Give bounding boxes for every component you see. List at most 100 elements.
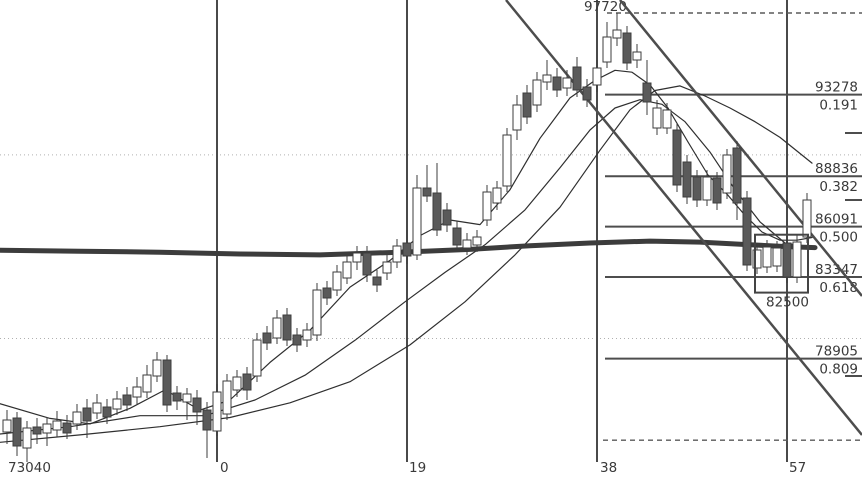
candle xyxy=(762,240,772,273)
candle xyxy=(782,236,792,283)
candle-body-down xyxy=(782,242,792,278)
trendline-lower[interactable] xyxy=(505,0,862,436)
candle-body-up xyxy=(392,245,402,263)
candle xyxy=(472,230,482,252)
fib-ratio-label: 0.618 xyxy=(819,280,858,296)
candle-body-down xyxy=(522,92,532,118)
candle-body-up xyxy=(532,79,542,106)
candle-body-up xyxy=(72,411,82,425)
candle xyxy=(192,390,202,425)
candle xyxy=(462,233,472,255)
candle-body-up xyxy=(252,339,262,377)
candle-body-up xyxy=(212,391,222,432)
candle-body-up xyxy=(722,154,732,194)
candle-body-up xyxy=(272,317,282,339)
support-box[interactable] xyxy=(754,233,809,294)
candle xyxy=(622,26,632,70)
candle-body-down xyxy=(62,422,72,434)
candle xyxy=(742,191,752,271)
candle-body-up xyxy=(412,187,422,256)
candle xyxy=(122,387,132,411)
candle-body-up xyxy=(142,374,152,393)
candle-body-down xyxy=(712,177,722,204)
candle xyxy=(52,411,62,437)
candle xyxy=(772,241,782,272)
candle-body-up xyxy=(802,199,812,238)
support-box-label: 82500 xyxy=(766,295,809,311)
candle xyxy=(152,352,162,382)
ma-slow-line xyxy=(0,85,813,443)
candle xyxy=(652,100,662,135)
peak-price-label: 97720 xyxy=(584,0,627,15)
candle xyxy=(702,170,712,206)
candle xyxy=(342,255,352,284)
candle-body-down xyxy=(692,176,702,201)
candle-body-down xyxy=(432,192,442,231)
x-axis-label: 0 xyxy=(220,460,229,476)
candle-body-up xyxy=(462,239,472,249)
candle-body-up xyxy=(42,423,52,434)
candle xyxy=(42,417,52,446)
candle-body-down xyxy=(402,242,412,257)
candle-body-up xyxy=(472,236,482,246)
candle xyxy=(22,421,32,462)
candle xyxy=(432,163,442,236)
candle xyxy=(372,270,382,292)
candle-body-up xyxy=(792,241,802,278)
candle xyxy=(422,165,432,202)
candle-body-down xyxy=(572,66,582,91)
candle xyxy=(532,72,542,112)
candle-body-up xyxy=(772,247,782,267)
fib-ratio-label: 0.500 xyxy=(819,230,858,246)
ma-thick-line xyxy=(0,238,818,258)
candle-body-up xyxy=(152,359,162,377)
candle-body-up xyxy=(542,74,552,83)
candle xyxy=(692,170,702,207)
candle-body-up xyxy=(612,29,622,39)
candle xyxy=(202,402,212,458)
candle xyxy=(612,13,622,46)
candle xyxy=(502,128,512,192)
candle xyxy=(182,388,192,420)
candle xyxy=(642,60,652,115)
candle xyxy=(292,328,302,352)
candle-body-up xyxy=(762,246,772,268)
candle xyxy=(242,367,252,400)
candle-body-down xyxy=(552,76,562,91)
candle-body-up xyxy=(652,107,662,129)
x-axis-label: 19 xyxy=(409,460,426,476)
candle-body-down xyxy=(372,276,382,286)
candle xyxy=(452,221,462,252)
candle xyxy=(72,404,82,430)
x-axis-label: 73040 xyxy=(8,460,51,476)
candle-body-up xyxy=(332,271,342,291)
candle xyxy=(632,44,642,68)
candle xyxy=(412,175,422,260)
fib-price-label: 88836 xyxy=(815,161,858,177)
candle-body-down xyxy=(12,417,22,447)
candle xyxy=(582,79,592,107)
fib-price-label: 78905 xyxy=(815,344,858,360)
candle xyxy=(212,384,222,436)
candle-body-up xyxy=(52,420,62,431)
fib-ratio-label: 0.382 xyxy=(819,179,858,195)
candle xyxy=(722,149,732,199)
candle-body-up xyxy=(562,77,572,89)
candle xyxy=(402,230,412,264)
candle xyxy=(792,235,802,283)
candle-body-up xyxy=(752,249,762,269)
candle xyxy=(222,374,232,420)
candle xyxy=(482,185,492,226)
x-axis-label: 57 xyxy=(789,460,806,476)
candle xyxy=(112,391,122,415)
candle-body-down xyxy=(242,373,252,391)
candle-body-up xyxy=(132,386,142,398)
candle-body-down xyxy=(622,32,632,64)
candle xyxy=(252,333,262,382)
candle-body-down xyxy=(582,86,592,101)
candle xyxy=(332,265,342,296)
candle xyxy=(322,281,332,305)
candle-body-down xyxy=(322,287,332,299)
